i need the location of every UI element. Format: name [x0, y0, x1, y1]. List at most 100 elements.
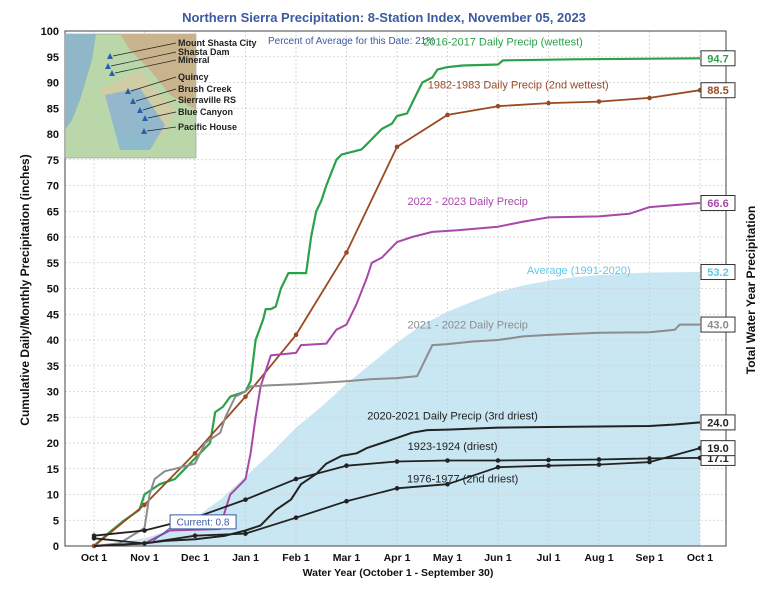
series-marker — [495, 464, 501, 470]
y-tick-label: 95 — [47, 52, 59, 64]
station-label: Blue Canyon — [178, 107, 233, 117]
series-name-label: 1976-1977 (2nd driest) — [407, 474, 518, 486]
x-tick-label: Mar 1 — [333, 552, 361, 564]
series-marker — [344, 250, 349, 255]
series-total-2-box — [700, 82, 736, 99]
current-box — [169, 514, 237, 530]
station-leader — [135, 88, 177, 102]
x-tick-label: Oct 1 — [81, 552, 107, 564]
x-tick-label: Sep 1 — [635, 552, 663, 564]
series-total-4-box — [700, 316, 736, 333]
chart-subtitle: Percent of Average for this Date: 21% — [268, 36, 435, 47]
y-tick-label: 15 — [47, 464, 59, 476]
x-tick-label: Jun 1 — [484, 552, 512, 564]
series-total-3-box — [700, 195, 736, 212]
series-total-2: 88.5 — [707, 85, 728, 97]
series-total-3: 66.6 — [707, 198, 728, 210]
series-marker — [495, 103, 501, 109]
series-total-5: 24.0 — [707, 417, 728, 429]
series-marker — [91, 535, 97, 541]
series-marker — [647, 456, 652, 461]
series-marker — [142, 502, 147, 508]
station-label: Mineral — [178, 55, 210, 65]
station-leader — [110, 51, 177, 67]
series-marker — [243, 394, 248, 399]
series-marker — [596, 462, 602, 467]
map-watershed — [105, 88, 165, 150]
average-total-box — [700, 264, 736, 281]
station-label: Quincy — [178, 72, 209, 82]
station-label: Shasta Dam — [178, 47, 230, 57]
x-tick-label: Jan 1 — [232, 552, 259, 564]
station-label: Mount Shasta City — [178, 38, 257, 48]
station-label: Brush Creek — [178, 84, 233, 94]
series-line-4 — [93, 323, 700, 547]
series-line-3 — [93, 202, 701, 547]
series-line-1 — [93, 57, 701, 547]
station-marker — [125, 88, 131, 94]
y-tick-label: 65 — [47, 206, 59, 218]
series-marker — [495, 458, 501, 463]
y-axis-label: Cumulative Daily/Monthly Precipitation (… — [18, 154, 32, 425]
station-marker — [109, 70, 115, 76]
station-leader — [112, 42, 177, 57]
y-tick-label: 20 — [47, 438, 59, 450]
y-tick-label: 0 — [53, 541, 59, 553]
station-marker — [137, 107, 143, 113]
y-tick-label: 55 — [47, 258, 59, 270]
y-tick-label: 75 — [47, 155, 59, 167]
series-total-4: 43.0 — [707, 320, 728, 332]
y-tick-label: 70 — [47, 181, 59, 193]
series-marker — [293, 332, 299, 338]
series-name-label: 1982-1983 Daily Precip (2nd wettest) — [428, 80, 609, 92]
x-tick-label: Aug 1 — [584, 552, 613, 564]
y-tick-label: 35 — [47, 361, 59, 373]
series-total-5-box — [700, 414, 736, 431]
y-tick-label: 90 — [47, 78, 59, 90]
station-marker — [107, 53, 113, 59]
y-tick-label: 85 — [47, 103, 59, 115]
station-leader — [142, 99, 177, 111]
y-tick-label: 25 — [47, 412, 59, 424]
x-tick-label: Apr 1 — [384, 552, 411, 564]
series-marker — [445, 458, 450, 463]
series-name-label: 2022 - 2023 Daily Precip — [407, 196, 527, 208]
series-marker — [596, 457, 602, 462]
series-marker — [293, 476, 299, 482]
series-total-1-box — [700, 50, 736, 67]
series-marker — [546, 457, 551, 463]
y-tick-label: 10 — [47, 490, 59, 502]
series-name-label: 1923-1924 (driest) — [408, 441, 498, 453]
x-tick-label: Feb 1 — [282, 552, 310, 564]
y-axis-label-right: Total Water Year Precipitation — [744, 206, 758, 375]
y-tick-label: 80 — [47, 129, 59, 141]
station-marker — [130, 98, 136, 104]
series-marker — [344, 498, 349, 504]
station-marker — [105, 63, 111, 69]
series-marker — [394, 459, 400, 464]
series-marker — [647, 95, 652, 101]
station-marker — [142, 115, 148, 121]
series-marker — [293, 515, 299, 520]
x-tick-label: May 1 — [433, 552, 462, 564]
series-marker — [445, 481, 450, 487]
y-tick-label: 30 — [47, 387, 59, 399]
y-tick-label: 50 — [47, 284, 59, 296]
series-total-7: 19.0 — [707, 443, 728, 455]
series-marker — [344, 463, 349, 468]
series-total-7-box — [700, 440, 736, 457]
station-leader — [147, 111, 177, 119]
series-name-label: 2016-2017 Daily Precip (wettest) — [423, 36, 583, 48]
station-leader — [130, 76, 177, 92]
map-mountains — [120, 34, 196, 110]
station-leader — [146, 126, 177, 132]
y-tick-label: 45 — [47, 309, 59, 321]
current-pointer — [151, 527, 171, 543]
series-marker — [243, 497, 248, 502]
x-tick-label: Nov 1 — [130, 552, 159, 564]
x-tick-label: Oct 1 — [687, 552, 713, 564]
average-total: 53.2 — [707, 267, 728, 279]
